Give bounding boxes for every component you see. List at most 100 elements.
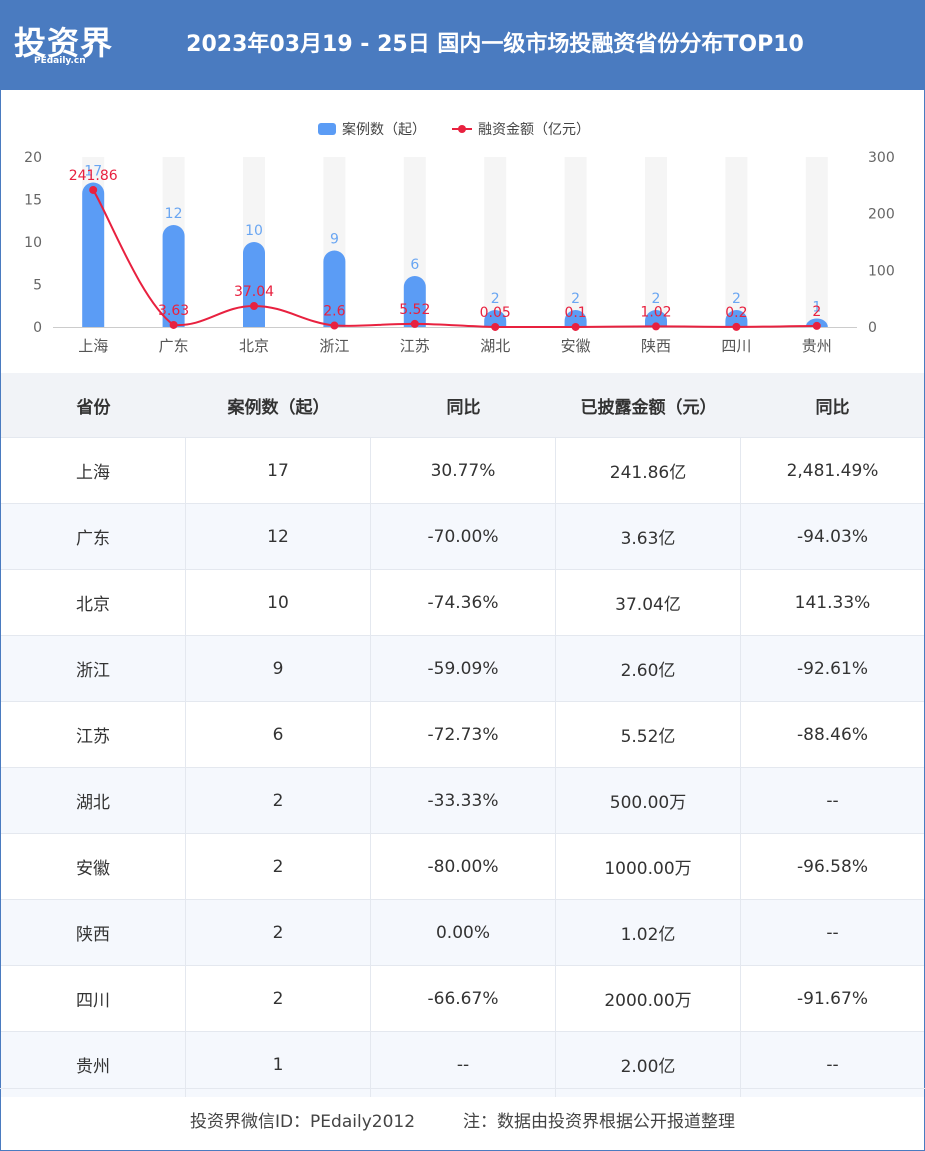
- table-row: 北京 10 -74.36% 37.04亿 141.33%: [1, 569, 924, 635]
- line-point: [652, 322, 660, 331]
- table-cell: --: [826, 790, 839, 811]
- combo-chart: 案例数（起） 融资金额（亿元）05101520010020030017121096…: [24, 121, 895, 355]
- y-right-tick-label: 100: [868, 263, 895, 279]
- table-cell: 1: [186, 1032, 371, 1097]
- amount-line: [92, 189, 817, 328]
- table-cell: 2: [186, 768, 371, 833]
- bar: [323, 250, 346, 327]
- line-point: [89, 185, 98, 194]
- table-cell: 1.02亿: [556, 900, 741, 965]
- table-cell: 37.04亿: [556, 570, 741, 635]
- y-left-tick-label: 0: [33, 320, 42, 336]
- table-cell: 湖北: [1, 768, 186, 833]
- table-cell: 6: [186, 702, 371, 767]
- bar-value-label: 17: [84, 164, 102, 180]
- table-cell: 141.33%: [794, 592, 871, 613]
- table-row: 四川 2 -66.67% 2000.00万 -91.67%: [1, 965, 924, 1031]
- table-cell: -72.73%: [371, 702, 556, 767]
- bar-value-label: 2: [652, 291, 661, 307]
- wechat-id-text: 投资界微信ID：PEdaily2012: [189, 1111, 416, 1132]
- table-row: 上海 17 30.77% 241.86亿 2,481.49%: [1, 437, 924, 503]
- table-row: 浙江 9 -59.09% 2.60亿 -92.61%: [1, 635, 924, 701]
- table-row: 湖北 2 -33.33% 500.00万 --: [1, 767, 924, 833]
- page-title: 2023年03月19 - 25日 国内一级市场投融资省份分布TOP10: [186, 32, 804, 57]
- bar-value-label: 1: [812, 300, 821, 316]
- line-value-label: 3.63: [158, 303, 189, 319]
- line-value-label: 241.86: [69, 168, 118, 184]
- bar: [162, 225, 185, 327]
- x-tick-label: 安徽: [561, 337, 591, 355]
- table-cell: 5.52亿: [556, 702, 741, 767]
- table-header-cell: 省份: [76, 397, 111, 418]
- bar-value-label: 12: [165, 206, 183, 222]
- table-cell: 0.00%: [371, 900, 556, 965]
- x-tick-label: 四川: [721, 337, 751, 355]
- line-value-label: 0.2: [725, 305, 747, 321]
- logo-subtext: PEdaily.cn: [34, 56, 86, 66]
- bar-value-label: 2: [571, 291, 580, 307]
- table-header-cell: 同比: [446, 397, 481, 418]
- bar-value-label: 10: [245, 223, 263, 239]
- legend-label-line: 融资金额（亿元）: [478, 122, 590, 138]
- x-tick-label: 陕西: [641, 337, 671, 355]
- line-point: [330, 321, 339, 330]
- x-tick-label: 北京: [239, 337, 269, 355]
- line-value-label: 0.1: [564, 305, 586, 321]
- table-header-row: 省份 案例数（起） 同比 已披露金额（元） 同比: [1, 373, 924, 437]
- table-cell: 江苏: [1, 702, 186, 767]
- x-tick-label: 浙江: [319, 337, 349, 355]
- x-tick-label: 广东: [159, 337, 189, 355]
- table-cell: 17: [186, 438, 371, 503]
- bar-value-label: 6: [410, 257, 419, 273]
- table-cell: -33.33%: [371, 768, 556, 833]
- y-right-tick-label: 300: [868, 150, 895, 166]
- x-tick-label: 湖北: [480, 337, 510, 355]
- table-cell: 9: [186, 636, 371, 701]
- y-right-tick-label: 200: [868, 207, 895, 223]
- bar-value-label: 2: [732, 291, 741, 307]
- table-cell: -74.36%: [371, 570, 556, 635]
- table-cell: 浙江: [1, 636, 186, 701]
- table-cell: -66.67%: [371, 966, 556, 1031]
- x-tick-label: 江苏: [400, 337, 430, 355]
- table-cell: 1000.00万: [556, 834, 741, 899]
- table-cell: 500.00万: [556, 768, 741, 833]
- y-left-tick-label: 15: [24, 193, 42, 209]
- table-header-cell: 已披露金额（元）: [580, 397, 717, 418]
- table-cell: 陕西: [1, 900, 186, 965]
- line-value-label: 1.02: [640, 304, 671, 320]
- x-tick-label: 贵州: [802, 337, 832, 355]
- line-point: [491, 322, 500, 331]
- table-cell: -91.67%: [797, 988, 868, 1009]
- table-cell: 3.63亿: [556, 504, 741, 569]
- line-point: [169, 320, 178, 329]
- table-cell: -94.03%: [797, 526, 868, 547]
- bar: [645, 310, 667, 327]
- table-cell: --: [826, 1054, 839, 1075]
- table-row: 安徽 2 -80.00% 1000.00万 -96.58%: [1, 833, 924, 899]
- y-left-tick-label: 20: [24, 150, 42, 166]
- line-value-label: 0.05: [480, 305, 511, 321]
- table-cell: 2,481.49%: [786, 460, 879, 481]
- bar-background: [725, 157, 748, 327]
- table-cell: 广东: [1, 504, 186, 569]
- y-left-tick-label: 10: [24, 235, 42, 251]
- bar-background: [645, 157, 667, 327]
- table-cell: -92.61%: [797, 658, 868, 679]
- legend-swatch-bar: [318, 123, 336, 135]
- table-cell: -88.46%: [797, 724, 868, 745]
- page-header: 投资界 PEdaily.cn 2023年03月19 - 25日 国内一级市场投融…: [0, 0, 925, 90]
- logo-text: 投资界: [14, 24, 114, 62]
- table-cell: -96.58%: [797, 856, 868, 877]
- legend-label-bar: 案例数（起）: [342, 121, 426, 138]
- line-point: [732, 322, 741, 331]
- bar-background: [805, 157, 828, 327]
- table-cell: 2: [186, 966, 371, 1031]
- table-cell: --: [826, 922, 839, 943]
- line-point: [250, 302, 258, 311]
- table-cell: 12: [186, 504, 371, 569]
- table-cell: -80.00%: [371, 834, 556, 899]
- line-value-label: 37.04: [234, 284, 274, 300]
- table-cell: 2: [186, 900, 371, 965]
- table-cell: 2: [186, 834, 371, 899]
